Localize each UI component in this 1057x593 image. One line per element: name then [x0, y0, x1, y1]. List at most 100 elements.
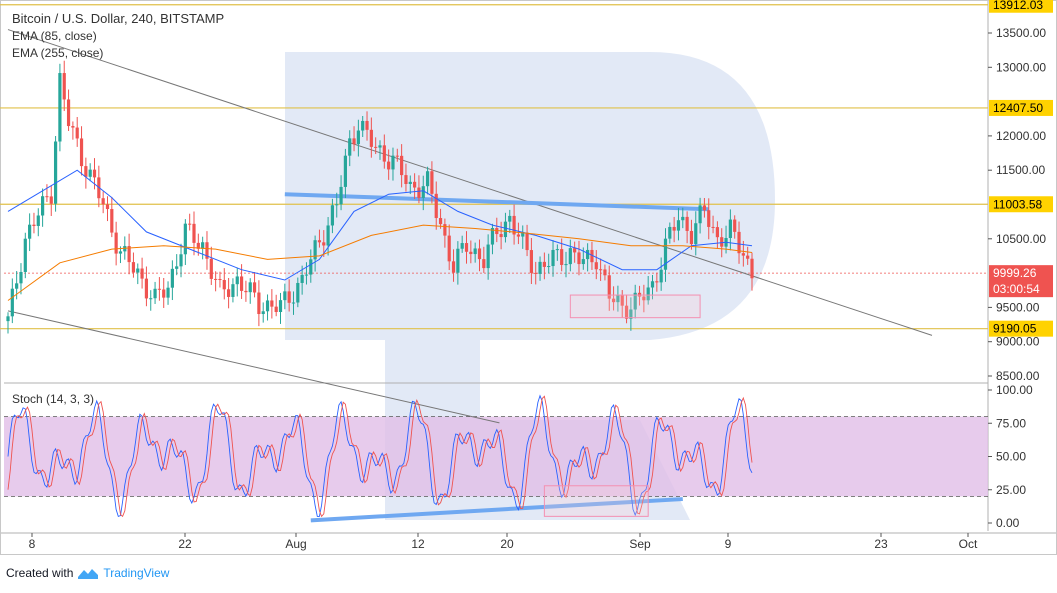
time-tick-label: 23 [874, 537, 888, 551]
candle-body [737, 231, 741, 254]
time-tick-label: Sep [629, 537, 651, 551]
candle-body [75, 127, 79, 139]
candle-body [239, 276, 244, 291]
candle-body [542, 261, 546, 267]
candle-body [616, 295, 620, 303]
candle-body [127, 246, 131, 263]
candle-body [53, 141, 58, 204]
candle-body [668, 226, 672, 239]
candle-body [300, 274, 304, 283]
candle-body [698, 205, 702, 224]
candle-body [209, 258, 213, 279]
candle-body [157, 288, 161, 290]
candle-body [430, 171, 434, 194]
candle-body [326, 225, 330, 246]
candle-body [577, 252, 581, 265]
candle-body [624, 305, 629, 319]
candle-body [274, 306, 278, 313]
candle-body [365, 120, 369, 130]
time-tick-label: 12 [411, 537, 425, 551]
candle-body [715, 227, 719, 238]
candle-body [291, 302, 296, 304]
footer-prefix: Created with [6, 566, 74, 580]
candle-body [304, 274, 309, 276]
candle-body [464, 243, 469, 252]
candle-body [685, 216, 689, 231]
level-label-bg [989, 99, 1053, 116]
candle-body [309, 259, 313, 275]
candle-body [434, 193, 438, 219]
candle-body [404, 175, 408, 184]
candle-body [642, 296, 646, 301]
candle-body [568, 248, 572, 265]
candle-body [438, 218, 443, 225]
candle-body [707, 210, 711, 227]
candle-body [257, 292, 261, 315]
level-label-bg [989, 196, 1053, 213]
candle-body [196, 242, 200, 249]
candle-body [278, 300, 283, 313]
candle-body [382, 145, 386, 162]
ema-long-legend: EMA (255, close) [12, 46, 104, 60]
candle-body [369, 129, 373, 147]
stoch-legend: Stoch (14, 3, 3) [12, 392, 95, 406]
candle-body [694, 223, 698, 245]
candle-body [395, 155, 399, 157]
candle-body [560, 249, 564, 265]
candle-body [590, 249, 594, 263]
candle-body [188, 223, 192, 225]
axes: 13500.00 13000.00 12000.00 11500.00 10500.00… [29, 0, 1053, 551]
candle-body [482, 259, 486, 269]
candle-body [425, 171, 430, 187]
candle-body [192, 223, 196, 243]
price-tick-label: 9500.00 [996, 300, 1040, 314]
candle-body [114, 232, 118, 254]
ema-short-legend: EMA (85, close) [12, 29, 97, 43]
candle-body [534, 272, 538, 274]
candle-body [330, 205, 335, 226]
candle-body [356, 130, 360, 145]
candle-body [270, 300, 274, 307]
level-label: 13912.03 [993, 0, 1043, 12]
candle-body [551, 249, 555, 267]
footer: Created with TradingView [6, 566, 169, 580]
candle-body [413, 181, 417, 188]
footer-brand-link[interactable]: TradingView [103, 566, 170, 580]
candle-body [672, 226, 676, 231]
candle-body [477, 248, 482, 260]
candle-body [322, 242, 326, 246]
level-label-bg [989, 320, 1053, 337]
candle-body [603, 269, 607, 276]
candle-body [58, 73, 62, 142]
candle-body [495, 228, 499, 235]
time-tick-label: 20 [500, 537, 514, 551]
candle-body [201, 242, 205, 249]
candle-body [387, 161, 391, 170]
level-label: 9190.05 [993, 322, 1037, 336]
stoch-tick-label: 100.00 [996, 383, 1033, 397]
stoch-tick-label: 25.00 [996, 483, 1026, 497]
candle-body [564, 264, 568, 266]
candle-body [296, 282, 300, 303]
price-tick-label: 9000.00 [996, 335, 1040, 349]
time-tick-label: 22 [178, 537, 192, 551]
candle-body [607, 275, 611, 299]
candle-body [183, 223, 187, 255]
candle-body [175, 266, 179, 269]
resistance-line [284, 192, 709, 212]
candle-body [36, 215, 40, 226]
stoch-tick-label: 0.00 [996, 516, 1020, 530]
candle-body [317, 240, 322, 243]
price-tick-label: 13000.00 [996, 60, 1046, 74]
candle-body [374, 146, 378, 148]
candle-body [473, 248, 477, 255]
candle-body [361, 120, 365, 131]
candle-body [227, 289, 231, 297]
candle-body [417, 187, 421, 198]
chart-title: Bitcoin / U.S. Dollar, 240, BITSTAMP [12, 11, 225, 26]
candle-body [469, 251, 473, 255]
candles [6, 60, 754, 334]
candle-body [162, 289, 166, 298]
candle-body [66, 99, 71, 127]
